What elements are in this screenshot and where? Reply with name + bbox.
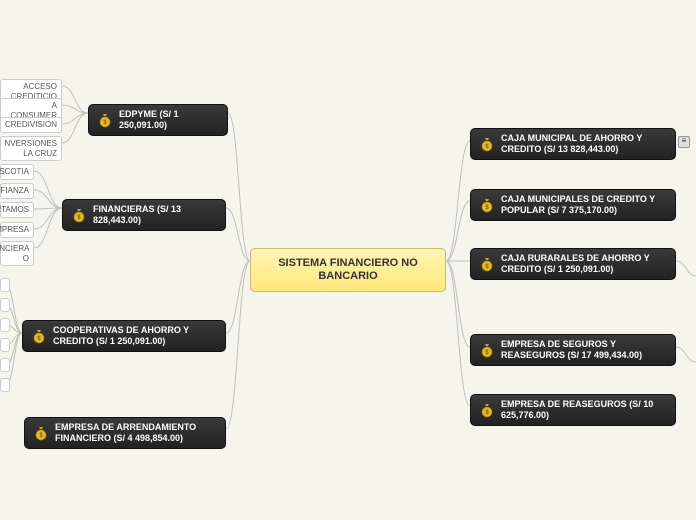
leaf-item-empty[interactable]: [0, 318, 10, 332]
money-bag-icon: $: [479, 256, 495, 272]
branch-seguros[interactable]: $ EMPRESA DE SEGUROS Y REASEGUROS (S/ 17 …: [470, 334, 676, 366]
leaf-item-empty[interactable]: [0, 358, 10, 372]
leaf-label: CREDIVISION: [5, 120, 57, 130]
branch-financieras[interactable]: $ FINANCIERAS (S/ 13 828,443.00): [62, 199, 226, 231]
branch-label: CAJA MUNICIPALES DE CREDITO Y POPULAR (S…: [501, 194, 667, 216]
center-node[interactable]: SISTEMA FINANCIERO NO BANCARIO: [250, 248, 446, 292]
leaf-item[interactable]: MPARTAMOS: [0, 202, 34, 218]
branch-label: CAJA MUNICIPAL DE AHORRO Y CREDITO (S/ 1…: [501, 133, 667, 155]
leaf-item[interactable]: REDISCOTIA: [0, 164, 34, 180]
leaf-label: MPARTAMOS: [0, 205, 29, 215]
leaf-label: NANCIERA O: [0, 244, 29, 263]
branch-label: COOPERATIVAS DE AHORRO Y CREDITO (S/ 1 2…: [53, 325, 217, 347]
expand-toggle-icon[interactable]: ≡: [678, 136, 690, 148]
branch-caja-rurales[interactable]: $ CAJA RURARALES DE AHORRO Y CREDITO (S/ …: [470, 248, 676, 280]
branch-caja-municipal[interactable]: $ CAJA MUNICIPAL DE AHORRO Y CREDITO (S/ …: [470, 128, 676, 160]
branch-label: EDPYME (S/ 1 250,091.00): [119, 109, 219, 131]
money-bag-icon: $: [71, 207, 87, 223]
branch-label: FINANCIERAS (S/ 13 828,443.00): [93, 204, 217, 226]
branch-arrendamiento[interactable]: $ EMPRESA DE ARRENDAMIENTO FINANCIERO (S/…: [24, 417, 226, 449]
leaf-item[interactable]: NANCIERA O: [0, 241, 34, 266]
leaf-item-empty[interactable]: [0, 278, 10, 292]
leaf-label: CONFIANZA: [0, 186, 29, 196]
money-bag-icon: $: [479, 197, 495, 213]
leaf-label: NVERSIONES LA CRUZ: [5, 139, 57, 158]
money-bag-icon: $: [479, 402, 495, 418]
leaf-item[interactable]: CREDIVISION: [0, 117, 62, 133]
branch-caja-popular[interactable]: $ CAJA MUNICIPALES DE CREDITO Y POPULAR (…: [470, 189, 676, 221]
branch-edpyme[interactable]: $ EDPYME (S/ 1 250,091.00): [88, 104, 228, 136]
branch-label: EMPRESA DE ARRENDAMIENTO FINANCIERO (S/ …: [55, 422, 217, 444]
leaf-item[interactable]: CONFIANZA: [0, 183, 34, 199]
money-bag-icon: $: [31, 328, 47, 344]
branch-label: CAJA RURARALES DE AHORRO Y CREDITO (S/ 1…: [501, 253, 667, 275]
leaf-item-empty[interactable]: [0, 298, 10, 312]
branch-label: EMPRESA DE REASEGUROS (S/ 10 625,776.00): [501, 399, 667, 421]
leaf-item[interactable]: NVERSIONES LA CRUZ: [0, 136, 62, 161]
center-label: SISTEMA FINANCIERO NO BANCARIO: [261, 257, 435, 283]
leaf-item-empty[interactable]: [0, 378, 10, 392]
leaf-item[interactable]: ROEMPRESA: [0, 222, 34, 238]
money-bag-icon: $: [479, 342, 495, 358]
branch-cooperativas[interactable]: $ COOPERATIVAS DE AHORRO Y CREDITO (S/ 1 …: [22, 320, 226, 352]
leaf-label: REDISCOTIA: [0, 167, 29, 177]
leaf-label: ROEMPRESA: [0, 225, 29, 235]
money-bag-icon: $: [479, 136, 495, 152]
branch-label: EMPRESA DE SEGUROS Y REASEGUROS (S/ 17 4…: [501, 339, 667, 361]
leaf-item-empty[interactable]: [0, 338, 10, 352]
money-bag-icon: $: [97, 112, 113, 128]
branch-reaseguros[interactable]: $ EMPRESA DE REASEGUROS (S/ 10 625,776.00…: [470, 394, 676, 426]
money-bag-icon: $: [33, 425, 49, 441]
